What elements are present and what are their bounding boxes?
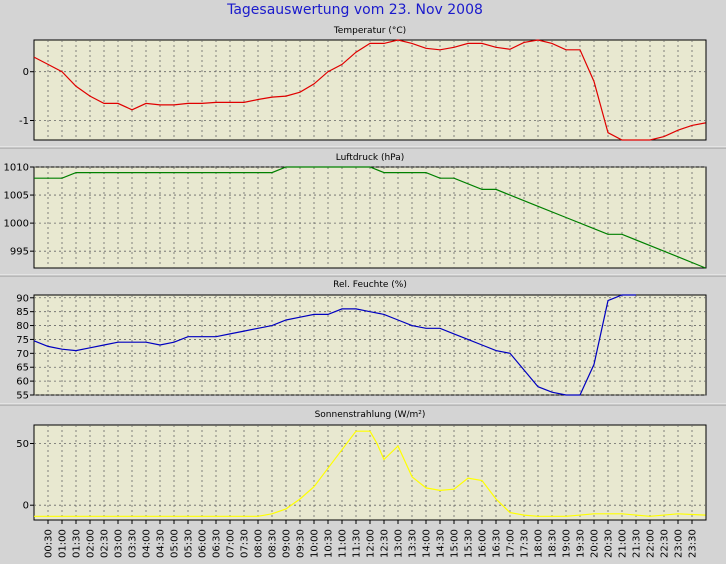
x-tick-label: 19:00 [562,529,573,558]
panel-title: Sonnenstrahlung (W/m²) [315,410,426,420]
x-tick-label: 18:00 [534,529,545,558]
x-tick-label: 06:30 [212,529,223,558]
x-tick-label: 14:30 [436,529,447,558]
chart-panel: Sonnenstrahlung (W/m²) 50 0 [16,410,707,521]
series-line [34,430,706,517]
chart-panel: Rel. Feuchte (%) 90 85 80 75 70 65 60 55 [16,280,707,402]
y-tick-label: 85 [16,307,29,318]
y-tick-label: 65 [16,363,29,374]
x-tick-label: 13:00 [394,529,405,558]
y-tick-label: 60 [16,377,29,388]
x-tick-label: 09:30 [296,529,307,558]
x-tick-label: 20:00 [590,529,601,558]
x-tick-label: 08:00 [254,529,265,558]
x-tick-label: 23:30 [688,529,699,558]
y-tick-label: 0 [23,67,29,78]
x-tick-label: 05:30 [184,529,195,558]
x-tick-label: 07:00 [226,529,237,558]
chart-panels: Temperatur (°C) 0 -1 Luftdruck (hPa) 1010 100… [0,26,726,521]
panel-title: Rel. Feuchte (%) [333,280,407,290]
y-tick-label: 995 [10,247,29,258]
y-tick-label: 70 [16,349,29,360]
x-tick-label: 10:30 [324,529,335,558]
y-tick-label: 75 [16,335,29,346]
series-line [33,39,706,141]
x-tick-label: 04:00 [142,529,153,558]
y-tick-label: 0 [23,501,29,512]
x-tick-label: 22:00 [646,529,657,558]
x-tick-label: 16:30 [492,529,503,558]
x-tick-label: 14:00 [422,529,433,558]
y-tick-label: 1010 [4,163,29,174]
panel-title: Luftdruck (hPa) [336,153,405,163]
x-tick-label: 15:30 [464,529,475,558]
x-axis-time: 00:30 01:00 01:30 02:00 02:30 03:00 03:30 04:00… [44,520,699,558]
series-line [33,294,636,396]
main-title: Tagesauswertung vom 23. Nov 2008 [226,2,483,18]
y-tick-label: 1000 [4,219,29,230]
y-tick-label: 80 [16,321,29,332]
x-tick-label: 01:00 [58,529,69,558]
x-tick-label: 21:00 [618,529,629,558]
x-tick-label: 08:30 [268,529,279,558]
x-tick-label: 05:00 [170,529,181,558]
y-tick-label: 1005 [4,191,29,202]
x-tick-label: 07:30 [240,529,251,558]
x-tick-label: 17:30 [520,529,531,558]
panel-title: Temperatur (°C) [333,26,406,36]
x-tick-label: 11:30 [352,529,363,558]
x-tick-label: 23:00 [674,529,685,558]
x-tick-label: 15:00 [450,529,461,558]
y-tick-label: 55 [16,391,29,402]
x-tick-label: 11:00 [338,529,349,558]
x-tick-label: 19:30 [576,529,587,558]
x-tick-label: 13:30 [408,529,419,558]
x-tick-label: 18:30 [548,529,559,558]
chart-panel: Luftdruck (hPa) 1010 1005 1000 995 [4,153,707,269]
x-tick-label: 10:00 [310,529,321,558]
x-tick-label: 20:30 [604,529,615,558]
series-line [34,166,706,269]
x-tick-label: 01:30 [72,529,83,558]
x-tick-label: 16:00 [478,529,489,558]
x-tick-label: 21:30 [632,529,643,558]
x-tick-label: 22:30 [660,529,671,558]
x-tick-label: 00:30 [44,529,55,558]
y-tick-label: -1 [19,116,29,127]
x-tick-label: 12:30 [380,529,391,558]
x-tick-label: 02:00 [86,529,97,558]
y-tick-label: 50 [16,439,29,450]
x-tick-label: 06:00 [198,529,209,558]
x-tick-label: 03:00 [114,529,125,558]
x-tick-label: 03:30 [128,529,139,558]
x-tick-label: 17:00 [506,529,517,558]
chart-panel: Temperatur (°C) 0 -1 [19,26,707,141]
x-tick-label: 12:00 [366,529,377,558]
x-tick-label: 09:00 [282,529,293,558]
x-tick-label: 04:30 [156,529,167,558]
y-tick-label: 90 [16,293,29,304]
x-tick-label: 02:30 [100,529,111,558]
